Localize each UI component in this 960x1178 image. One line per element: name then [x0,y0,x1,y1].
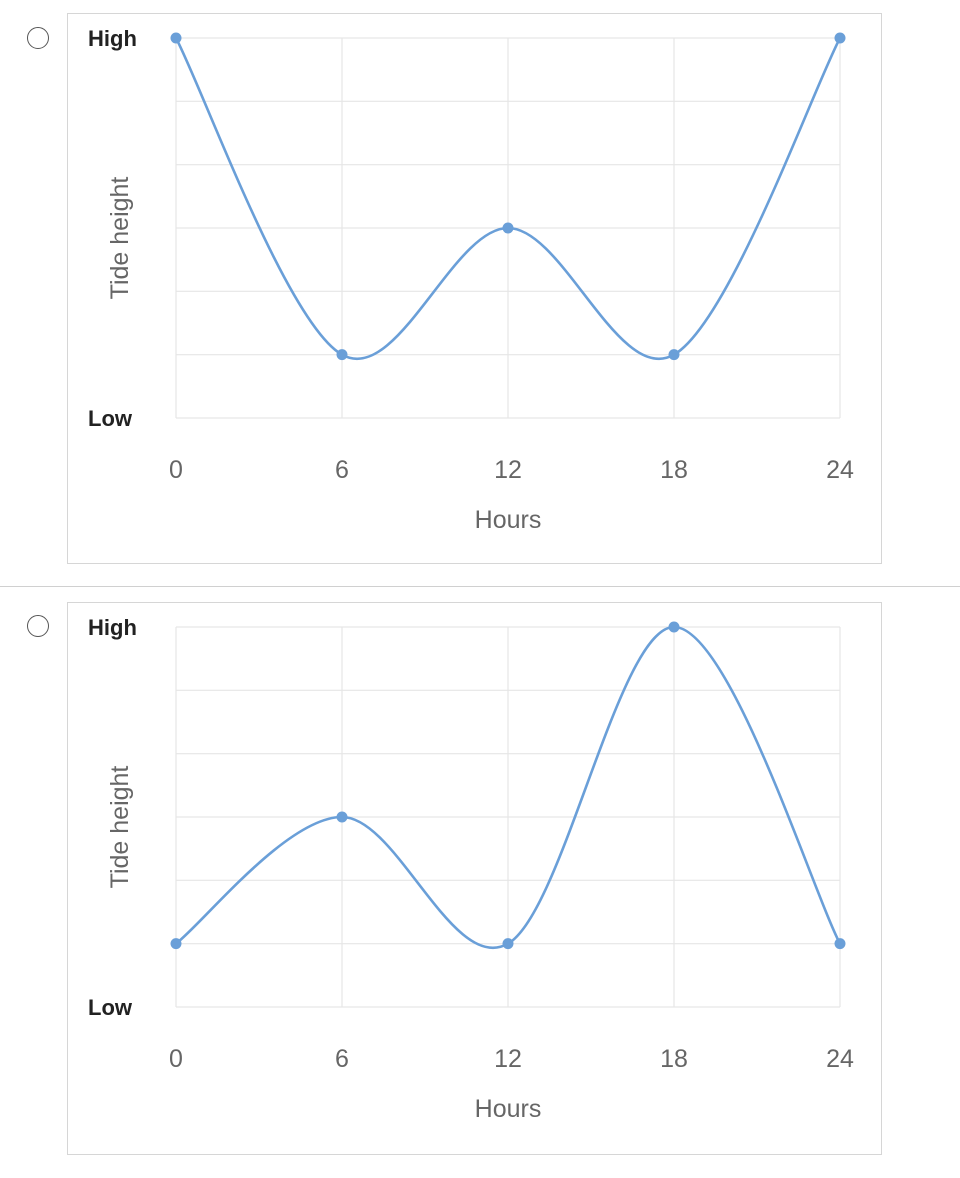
data-point [502,938,514,950]
data-point [170,32,182,44]
option-2-chart-svg: High Low Tide height 0 6 12 18 24 Hours [88,615,854,1123]
data-point [834,938,846,950]
data-point [336,349,348,361]
x-axis-title: Hours [475,506,542,534]
x-tick-label: 12 [494,456,522,484]
y-tick-label-high: High [88,26,137,51]
x-tick-label: 24 [826,1045,854,1073]
option-divider [0,586,960,587]
x-axis-title: Hours [475,1095,542,1123]
x-tick-label: 0 [169,456,183,484]
data-point [502,222,514,234]
x-tick-label: 6 [335,456,349,484]
data-point [668,621,680,633]
x-tick-label: 18 [660,1045,688,1073]
y-axis-title: Tide height [106,766,134,889]
x-tick-label: 6 [335,1045,349,1073]
data-point [170,938,182,950]
option-1-chart-svg: High Low Tide height 0 6 12 18 24 Hours [88,26,854,534]
option-2-radio[interactable] [27,615,49,637]
y-axis-title: Tide height [106,177,134,300]
y-tick-label-low: Low [88,995,133,1020]
data-point [834,32,846,44]
option-2-chart: High Low Tide height 0 6 12 18 24 Hours [67,602,882,1155]
y-tick-label-high: High [88,615,137,640]
y-tick-label-low: Low [88,406,133,431]
data-point [668,349,680,361]
x-tick-label: 18 [660,456,688,484]
x-tick-label: 0 [169,1045,183,1073]
option-1-chart: High Low Tide height 0 6 12 18 24 Hours [67,13,882,564]
x-tick-label: 24 [826,456,854,484]
series-line [175,625,842,949]
x-tick-label: 12 [494,1045,522,1073]
data-point [336,811,348,823]
option-1-radio[interactable] [27,27,49,49]
